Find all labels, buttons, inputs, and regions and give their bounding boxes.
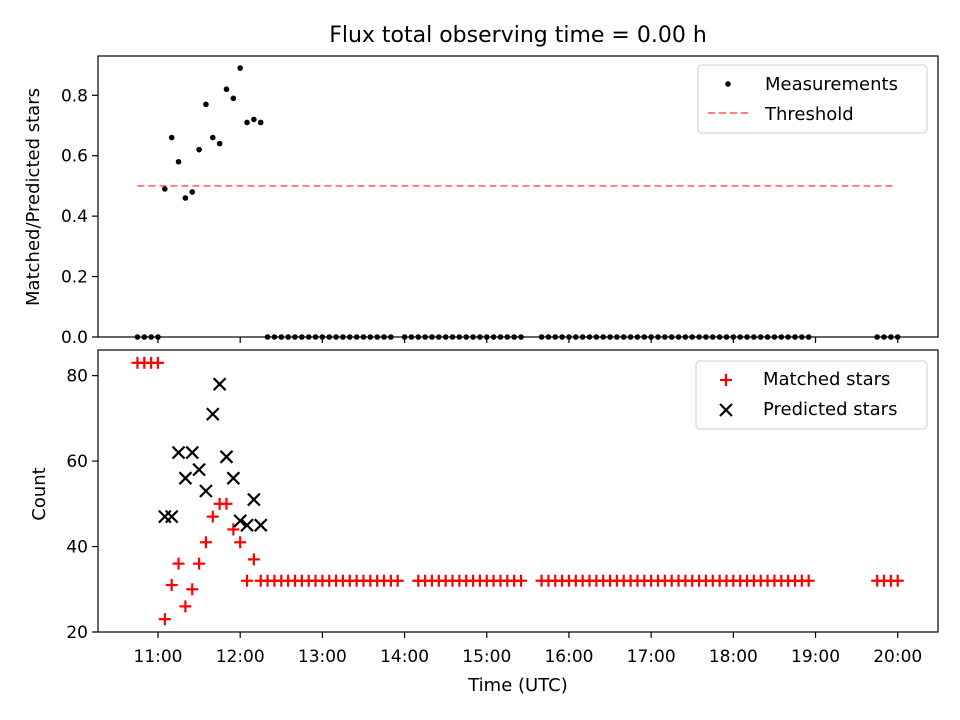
matched-star-point <box>152 356 164 369</box>
bottom-axes-frame <box>97 349 939 633</box>
measurement-point <box>230 95 237 102</box>
y-tick-label: 0.4 <box>61 207 88 227</box>
measurement-point <box>237 65 243 71</box>
y-tick-label: 0.2 <box>61 268 88 288</box>
top-y-axis-label: Matched/Predicted stars <box>23 88 44 306</box>
y-tick-label: 0.0 <box>61 328 88 348</box>
y-tick-label: 20 <box>66 623 88 643</box>
measurement-point <box>182 195 189 201</box>
predicted-star-point <box>206 407 220 421</box>
x-tick-label: 18:00 <box>709 647 758 667</box>
top-panel: 0.00.20.40.60.8 Matched/Predicted stars … <box>23 55 939 348</box>
chart-title: Flux total observing time = 0.00 h <box>329 23 707 48</box>
top-legend-box <box>697 64 928 134</box>
measurement-point <box>223 86 230 93</box>
y-tick-label: 0.8 <box>61 86 88 106</box>
legend-threshold-label: Threshold <box>764 104 854 125</box>
legend-predicted-label: Predicted stars <box>763 399 897 420</box>
measurement-point <box>189 189 196 195</box>
matched-star-point <box>206 510 219 523</box>
x-tick-label: 11:00 <box>134 647 183 667</box>
y-tick-label: 40 <box>66 538 88 558</box>
x-tick-label: 19:00 <box>791 647 840 667</box>
predicted-star-point <box>247 492 261 507</box>
y-tick-label: 60 <box>66 452 88 472</box>
bottom-y-ticks: 20 40 60 80 <box>66 367 98 643</box>
y-tick-label: 80 <box>66 367 88 387</box>
bottom-legend: Matched stars Predicted stars <box>695 360 928 430</box>
measurement-point <box>257 119 264 126</box>
matched-star-point <box>891 574 904 587</box>
matched-star-point <box>802 574 815 587</box>
bottom-y-axis-label: Count <box>29 467 50 520</box>
predicted-star-point <box>233 514 247 528</box>
predicted-star-point <box>185 445 200 460</box>
predicted-star-point <box>171 445 186 460</box>
x-tick-label: 14:00 <box>380 647 429 667</box>
count-points-layer <box>131 356 904 626</box>
matched-star-point <box>186 583 199 596</box>
matched-star-point <box>227 523 240 536</box>
matched-star-point <box>158 613 171 626</box>
legend-matched-marker <box>720 374 732 386</box>
measurement-point <box>203 101 209 108</box>
x-tick-label: 16:00 <box>544 647 593 667</box>
predicted-star-point <box>212 377 227 391</box>
predicted-star-point <box>192 462 206 477</box>
matched-star-point <box>199 536 212 549</box>
matched-star-point <box>234 536 247 549</box>
predicted-star-point <box>219 450 234 464</box>
legend-matched-label: Matched stars <box>763 369 890 390</box>
y-tick-label: 0.6 <box>61 147 88 167</box>
matched-star-point <box>179 600 192 613</box>
top-axes-frame <box>97 55 939 338</box>
matched-star-point <box>391 574 404 587</box>
x-tick-label: 13:00 <box>298 647 347 667</box>
matched-star-point <box>172 557 185 570</box>
predicted-star-point <box>164 509 179 524</box>
legend-measurements-label: Measurements <box>765 74 898 95</box>
legend-predicted-marker <box>719 403 733 417</box>
predicted-star-point <box>226 471 241 485</box>
measurement-point <box>168 134 175 141</box>
predicted-star-point <box>199 484 213 498</box>
predicted-star-point <box>253 518 268 532</box>
measurement-point <box>196 146 202 153</box>
measurement-point <box>216 140 223 147</box>
x-tick-label: 20:00 <box>873 647 922 667</box>
x-axis-label: Time (UTC) <box>467 675 568 696</box>
top-x-ticks <box>157 337 899 343</box>
bottom-x-ticks: 11:00 12:00 13:00 14:00 15:00 16:00 17:00 18:00… <box>134 632 922 667</box>
bottom-legend-box <box>695 360 928 430</box>
x-tick-label: 12:00 <box>216 647 265 667</box>
matched-star-point <box>165 579 178 591</box>
measurement-point <box>209 134 216 141</box>
measurement-point <box>175 158 182 165</box>
matched-star-point <box>247 553 260 566</box>
predicted-star-point <box>240 518 254 532</box>
matched-star-point <box>220 497 233 510</box>
measurement-point <box>251 116 257 123</box>
top-y-ticks: 0.0 0.2 0.4 0.6 0.8 <box>61 86 98 348</box>
x-tick-label: 17:00 <box>627 647 676 667</box>
measurement-point <box>244 119 250 126</box>
predicted-star-point <box>178 471 193 485</box>
x-tick-label: 15:00 <box>462 647 511 667</box>
measurement-point <box>162 186 168 192</box>
matched-star-point <box>515 574 528 587</box>
top-legend: Measurements Threshold <box>697 64 928 134</box>
matched-star-point <box>193 557 206 570</box>
legend-measurements-marker <box>725 81 731 87</box>
matched-star-point <box>241 574 254 587</box>
